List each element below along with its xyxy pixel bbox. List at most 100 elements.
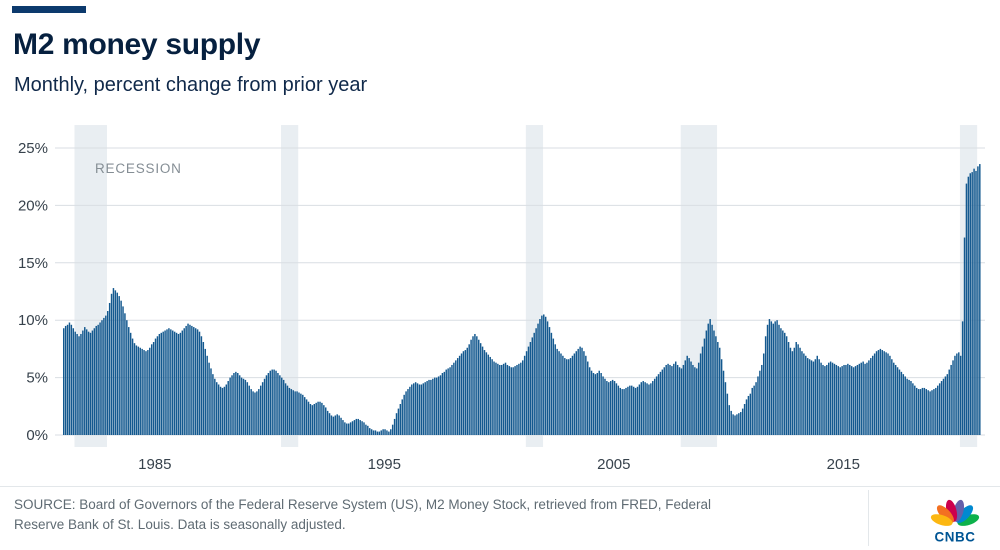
bar xyxy=(416,383,419,435)
bar xyxy=(223,386,226,435)
bar xyxy=(954,355,956,435)
bar xyxy=(843,364,845,435)
bar xyxy=(282,379,285,435)
bar xyxy=(879,348,882,435)
bar xyxy=(185,325,187,435)
bar xyxy=(221,387,224,435)
bar xyxy=(305,399,308,435)
bar xyxy=(738,413,740,435)
bar xyxy=(108,302,111,435)
bar xyxy=(437,376,440,435)
bar xyxy=(164,330,166,435)
bar xyxy=(70,324,73,435)
bar xyxy=(726,393,729,435)
bar xyxy=(455,360,457,435)
bar xyxy=(579,346,581,435)
bar xyxy=(514,366,516,435)
bar xyxy=(252,391,254,435)
bar xyxy=(544,316,547,435)
bar xyxy=(636,386,639,435)
bar xyxy=(631,385,633,435)
bar xyxy=(432,378,434,435)
bar xyxy=(671,366,673,435)
x-axis-tick-label: 1995 xyxy=(368,456,401,473)
bar xyxy=(887,353,889,435)
bar xyxy=(485,352,488,435)
bar xyxy=(156,336,159,435)
bar xyxy=(456,358,459,435)
bar xyxy=(902,374,905,435)
bar xyxy=(728,405,731,435)
bar xyxy=(397,408,400,435)
bar xyxy=(762,353,765,435)
bar xyxy=(961,321,964,435)
bar xyxy=(657,374,660,435)
bar xyxy=(868,360,870,435)
bar xyxy=(642,381,644,435)
bar xyxy=(854,366,857,435)
accent-bar xyxy=(12,6,86,13)
bar xyxy=(235,371,237,435)
bar xyxy=(734,415,736,435)
bar xyxy=(659,371,662,435)
bar xyxy=(240,377,243,435)
bar xyxy=(535,328,537,435)
bar xyxy=(799,347,801,435)
bar xyxy=(181,330,184,435)
bar xyxy=(229,377,231,435)
bar xyxy=(340,417,342,435)
bar xyxy=(787,342,790,435)
bar xyxy=(789,347,792,435)
bar xyxy=(173,331,176,435)
bar xyxy=(915,387,918,435)
bar xyxy=(776,320,778,435)
bar xyxy=(594,374,597,435)
bar xyxy=(673,363,675,435)
bar xyxy=(812,361,815,435)
bar xyxy=(979,164,981,435)
bar xyxy=(80,333,82,435)
bar xyxy=(692,364,694,435)
bar xyxy=(940,381,943,435)
bar xyxy=(554,344,556,435)
bar xyxy=(793,347,796,435)
bar xyxy=(518,363,520,435)
bar xyxy=(606,381,608,435)
bar xyxy=(206,355,208,435)
bar xyxy=(870,358,872,435)
bar xyxy=(267,373,270,435)
bar xyxy=(137,346,140,435)
bar xyxy=(648,384,650,435)
bar xyxy=(717,342,719,435)
bar xyxy=(533,332,535,435)
bar xyxy=(367,425,369,435)
bar xyxy=(864,363,866,435)
bar xyxy=(516,364,518,435)
bar xyxy=(676,364,679,435)
bar xyxy=(409,386,411,435)
bar xyxy=(841,366,843,435)
bar xyxy=(975,170,977,435)
bar xyxy=(564,358,566,435)
bar xyxy=(803,353,805,435)
bar xyxy=(281,377,283,435)
bar xyxy=(730,410,732,435)
bar xyxy=(611,379,614,435)
bar xyxy=(814,359,817,435)
x-axis-tick-label: 2015 xyxy=(827,456,860,473)
bar xyxy=(376,431,379,435)
bar xyxy=(703,338,706,435)
cnbc-wordmark: CNBC xyxy=(935,530,976,545)
bar xyxy=(946,374,949,435)
bar xyxy=(141,348,143,435)
bar xyxy=(919,389,922,435)
bar xyxy=(967,176,970,435)
bar xyxy=(583,351,585,435)
bar xyxy=(935,387,937,435)
bar xyxy=(250,389,252,435)
bar xyxy=(852,367,855,435)
bar xyxy=(412,383,415,435)
bar xyxy=(912,383,914,435)
bar xyxy=(860,362,862,435)
